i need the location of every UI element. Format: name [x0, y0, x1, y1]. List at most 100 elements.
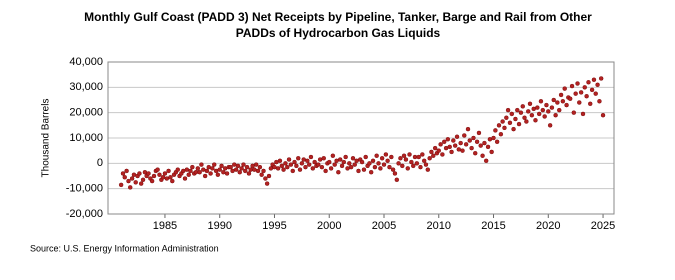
data-point — [500, 119, 505, 124]
data-point — [361, 167, 367, 172]
data-point — [452, 143, 458, 148]
data-point — [586, 80, 591, 85]
data-point — [447, 144, 452, 150]
data-point — [449, 149, 454, 155]
y-tick-label: -20,000 — [66, 208, 103, 220]
data-point — [425, 167, 431, 172]
data-point — [297, 167, 303, 172]
data-point — [458, 140, 463, 146]
data-point — [427, 156, 432, 161]
data-point — [306, 162, 312, 167]
data-point — [126, 178, 131, 184]
data-point — [569, 83, 575, 89]
data-point — [487, 137, 493, 142]
data-point — [485, 144, 491, 150]
data-point — [264, 181, 270, 186]
data-point — [140, 177, 146, 183]
data-point — [319, 164, 325, 170]
data-point — [411, 163, 416, 169]
data-point — [567, 96, 573, 101]
data-point — [345, 166, 350, 171]
data-point — [496, 123, 502, 128]
data-point — [232, 162, 237, 167]
data-point — [507, 120, 513, 126]
data-point — [253, 162, 259, 167]
data-point — [328, 166, 334, 171]
data-point — [577, 100, 582, 105]
data-point — [162, 171, 168, 176]
data-point — [368, 169, 374, 175]
data-point — [195, 166, 201, 171]
data-point — [575, 81, 580, 86]
data-point — [383, 152, 389, 157]
data-point — [182, 176, 188, 181]
data-point — [442, 139, 447, 145]
data-point — [155, 167, 160, 172]
data-point — [440, 152, 445, 157]
data-point — [527, 101, 533, 107]
data-point — [316, 162, 321, 167]
data-point — [252, 167, 257, 172]
data-point — [206, 164, 211, 170]
data-point — [257, 164, 263, 170]
data-point — [235, 163, 241, 169]
data-point — [181, 168, 186, 174]
data-point — [288, 162, 294, 167]
data-point — [244, 164, 250, 170]
data-point — [505, 107, 511, 113]
x-tick-label: 1985 — [153, 220, 177, 232]
data-point — [142, 169, 148, 175]
data-point — [259, 172, 264, 177]
data-point — [263, 176, 268, 181]
data-point — [394, 177, 400, 183]
data-point — [473, 150, 478, 156]
data-point — [337, 157, 343, 162]
data-point — [305, 158, 310, 164]
data-point — [339, 163, 345, 169]
data-point — [502, 125, 507, 131]
data-point — [343, 154, 348, 160]
data-point — [149, 178, 155, 184]
y-tick-label: 30,000 — [69, 81, 103, 93]
data-point — [549, 105, 555, 110]
data-point — [389, 154, 394, 160]
data-point — [164, 176, 170, 181]
data-point — [405, 166, 410, 171]
data-point — [536, 111, 542, 117]
data-point — [387, 164, 392, 170]
x-tick-label: 1995 — [262, 220, 286, 232]
data-point — [589, 87, 595, 93]
data-point — [228, 164, 233, 170]
data-point — [456, 147, 462, 152]
data-point — [166, 168, 171, 174]
chart-title: Monthly Gulf Coast (PADD 3) Net Receipts… — [84, 10, 592, 24]
data-point — [122, 175, 127, 180]
data-point — [175, 167, 180, 172]
data-point — [414, 161, 420, 166]
data-point — [504, 115, 509, 120]
data-point — [372, 164, 378, 170]
data-point — [469, 145, 474, 151]
data-point — [157, 172, 162, 177]
data-point — [321, 156, 326, 161]
data-point — [493, 128, 498, 133]
data-point — [436, 148, 441, 153]
data-point — [400, 163, 405, 169]
x-tick-label: 2015 — [481, 220, 505, 232]
data-point — [392, 171, 398, 176]
data-point — [379, 156, 385, 161]
data-point — [553, 112, 558, 118]
chart-subtitle: PADDs of Hydrocarbon Gas Liquids — [236, 26, 441, 40]
data-point — [312, 159, 317, 165]
x-tick-label: 2010 — [427, 220, 451, 232]
data-point — [237, 169, 242, 175]
data-point — [261, 168, 266, 174]
data-point — [522, 115, 527, 120]
data-point — [332, 162, 337, 167]
data-point — [250, 163, 255, 169]
data-point — [511, 126, 516, 132]
data-point — [248, 167, 253, 172]
data-point — [146, 171, 151, 176]
data-point — [431, 153, 436, 158]
